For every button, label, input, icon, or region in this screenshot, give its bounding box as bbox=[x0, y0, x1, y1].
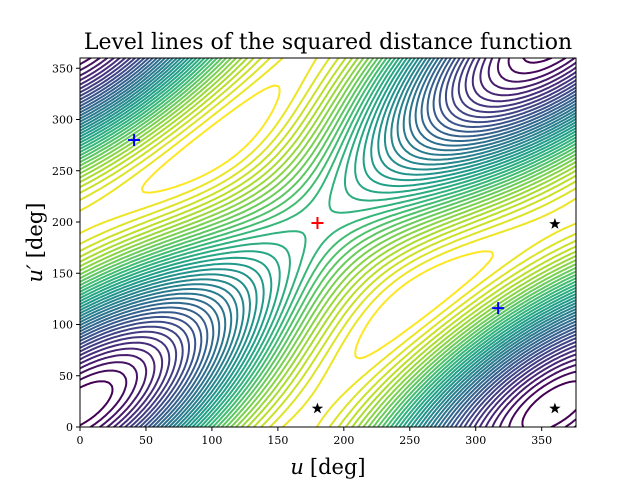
contour-level bbox=[80, 58, 576, 427]
x-axis-ticks: 0 50 100 150 200 250 300 350 bbox=[77, 427, 552, 447]
contour-level bbox=[80, 58, 576, 427]
y-axis-label: u′ [deg] bbox=[23, 203, 47, 283]
x-tick-label: 300 bbox=[465, 434, 486, 447]
plot-frame bbox=[79, 57, 577, 428]
x-axis-label-unit: [deg] bbox=[310, 455, 366, 479]
x-tick-label: 350 bbox=[531, 434, 552, 447]
contour-level bbox=[80, 58, 576, 427]
y-tick-label: 350 bbox=[52, 62, 73, 75]
contour-level bbox=[80, 58, 576, 427]
x-tick-label: 200 bbox=[333, 434, 354, 447]
chart-title: Level lines of the squared distance func… bbox=[84, 30, 572, 55]
y-tick-label: 200 bbox=[52, 216, 73, 229]
y-tick-label: 100 bbox=[52, 319, 73, 332]
contour-level bbox=[80, 58, 576, 427]
contour-level bbox=[80, 58, 576, 427]
x-tick-label: 50 bbox=[139, 434, 153, 447]
contour-level bbox=[80, 58, 576, 427]
y-tick-label: 150 bbox=[52, 267, 73, 280]
contour-level bbox=[80, 58, 576, 427]
contour-level bbox=[140, 84, 494, 360]
contour-level bbox=[80, 58, 576, 427]
contour-level bbox=[80, 58, 576, 427]
contour-level bbox=[80, 58, 576, 427]
contour-level bbox=[80, 58, 576, 427]
y-tick-label: 0 bbox=[66, 421, 73, 434]
maximum-marker bbox=[311, 217, 324, 230]
contour-level bbox=[80, 58, 576, 427]
y-tick-label: 300 bbox=[52, 114, 73, 127]
contour-level bbox=[80, 58, 576, 427]
y-tick-label: 50 bbox=[59, 370, 73, 383]
contour-level bbox=[80, 58, 576, 427]
x-tick-label: 0 bbox=[77, 434, 84, 447]
contour-level bbox=[80, 58, 576, 427]
saddle-marker bbox=[549, 218, 561, 229]
y-axis-ticks: 0 50 100 150 200 250 300 350 bbox=[52, 62, 80, 434]
x-tick-label: 250 bbox=[399, 434, 420, 447]
contour-level bbox=[80, 58, 576, 427]
contour-level bbox=[80, 58, 576, 427]
contour-level bbox=[80, 58, 576, 427]
minimum-marker bbox=[492, 302, 505, 315]
contour-level bbox=[80, 58, 576, 427]
contour-lines bbox=[80, 58, 576, 427]
contour-level bbox=[80, 58, 576, 427]
x-axis-label: u [deg] bbox=[290, 455, 365, 479]
x-tick-label: 100 bbox=[201, 434, 222, 447]
minimum-marker bbox=[128, 134, 141, 146]
y-axis-label-var: u′ bbox=[23, 264, 47, 283]
saddle-marker bbox=[311, 402, 324, 414]
contour-level bbox=[80, 58, 576, 427]
x-axis-label-var: u bbox=[290, 455, 304, 479]
saddle-marker bbox=[549, 402, 561, 414]
contour-level bbox=[80, 58, 576, 427]
contour-level bbox=[80, 58, 576, 427]
contour-level bbox=[80, 58, 576, 427]
y-axis-label-unit: [deg] bbox=[23, 203, 47, 259]
y-tick-label: 250 bbox=[52, 165, 73, 178]
contour-level bbox=[80, 58, 576, 427]
contour-level bbox=[80, 58, 576, 427]
contour-level bbox=[80, 58, 576, 427]
markers bbox=[128, 134, 561, 414]
contour-level bbox=[80, 58, 576, 427]
contour-level bbox=[80, 58, 576, 427]
contour-level bbox=[80, 58, 576, 427]
x-tick-label: 150 bbox=[267, 434, 288, 447]
